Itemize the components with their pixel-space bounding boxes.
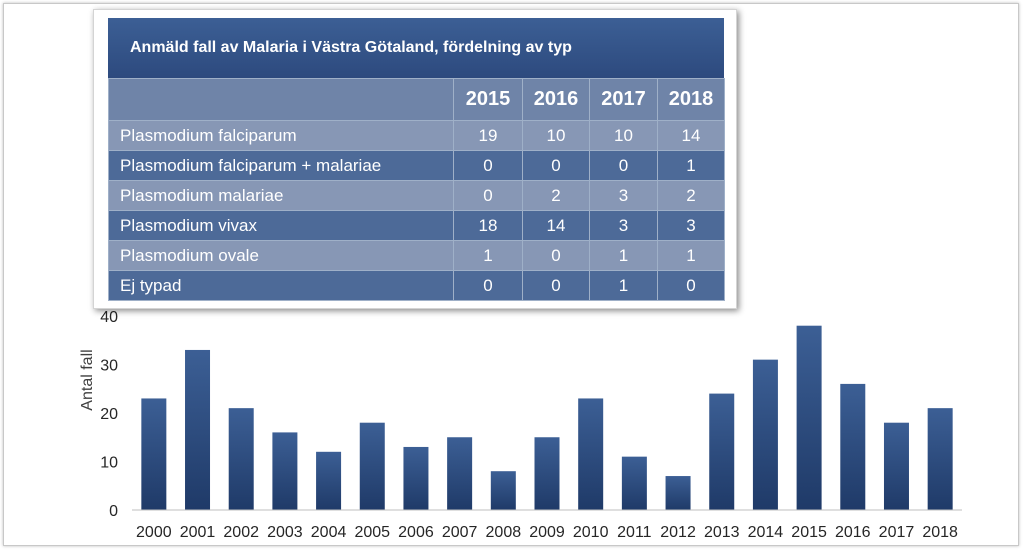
x-tick-label: 2005 — [354, 524, 390, 541]
table-row: Plasmodium falciparum + malariae 0 0 0 1 — [108, 150, 725, 181]
y-axis: 0 10 20 30 40 — [100, 309, 118, 520]
y-tick-label: 30 — [100, 358, 118, 375]
table-row: Plasmodium vivax 18 14 3 3 — [108, 210, 725, 241]
bar-2006 — [403, 446, 429, 510]
cell-value: 1 — [589, 270, 658, 301]
cell-value: 1 — [657, 150, 725, 181]
bar-2009 — [534, 437, 560, 510]
cell-value: 18 — [453, 210, 523, 241]
cell-value: 3 — [589, 210, 658, 241]
bar-2013 — [709, 393, 735, 510]
x-tick-label: 2008 — [486, 524, 522, 541]
x-tick-label: 2006 — [398, 524, 434, 541]
bar-2017 — [883, 422, 909, 510]
bar-2018 — [927, 408, 953, 510]
header-blank — [108, 78, 454, 121]
x-tick-label: 2001 — [180, 524, 216, 541]
cell-value: 0 — [453, 150, 523, 181]
x-tick-label: 2003 — [267, 524, 303, 541]
cell-value: 14 — [657, 120, 725, 151]
cell-value: 10 — [522, 120, 590, 151]
x-tick-label: 2013 — [704, 524, 740, 541]
header-year: 2018 — [657, 78, 725, 121]
row-name: Plasmodium falciparum — [108, 120, 454, 151]
x-tick-label: 2012 — [660, 524, 696, 541]
bar-2011 — [621, 456, 647, 510]
cell-value: 1 — [453, 240, 523, 271]
bar-2016 — [840, 383, 866, 510]
cell-value: 0 — [657, 270, 725, 301]
x-tick-label: 2014 — [748, 524, 784, 541]
row-name: Plasmodium falciparum + malariae — [108, 150, 454, 181]
y-tick-label: 20 — [100, 406, 118, 423]
table-row: Plasmodium ovale 1 0 1 1 — [108, 240, 725, 271]
cell-value: 2 — [522, 180, 590, 211]
figure-frame — [3, 3, 1019, 546]
x-tick-label: 2010 — [573, 524, 609, 541]
y-tick-label: 10 — [100, 455, 118, 472]
bar-2010 — [578, 398, 604, 510]
cell-value: 0 — [522, 270, 590, 301]
cell-value: 10 — [589, 120, 658, 151]
row-name: Plasmodium malariae — [108, 180, 454, 211]
cell-value: 3 — [657, 210, 725, 241]
type-distribution-table: 2015 2016 2017 2018 Plasmodium falciparu… — [108, 78, 725, 301]
x-axis: 2000 2001 2002 2003 2004 2005 2006 2007 2008 2009… — [136, 524, 958, 541]
cell-value: 0 — [522, 150, 590, 181]
bar-2002 — [228, 408, 254, 510]
cell-value: 14 — [522, 210, 590, 241]
table-row: Plasmodium falciparum 19 10 10 14 — [108, 120, 725, 151]
bar-2000 — [141, 398, 167, 510]
x-tick-label: 2017 — [879, 524, 915, 541]
cell-value: 2 — [657, 180, 725, 211]
x-tick-label: 2000 — [136, 524, 172, 541]
y-axis-label: Antal fall — [79, 349, 96, 410]
cell-value: 19 — [453, 120, 523, 151]
y-tick-label: 40 — [100, 309, 118, 326]
bar-2001 — [185, 349, 211, 510]
x-tick-label: 2007 — [442, 524, 478, 541]
header-year: 2016 — [522, 78, 590, 121]
bar-2014 — [752, 359, 778, 510]
x-tick-label: 2016 — [835, 524, 871, 541]
x-tick-label: 2002 — [223, 524, 259, 541]
row-name: Plasmodium ovale — [108, 240, 454, 271]
cell-value: 1 — [657, 240, 725, 271]
cell-value: 0 — [522, 240, 590, 271]
cell-value: 0 — [453, 180, 523, 211]
bar-2015 — [796, 325, 822, 510]
row-name: Plasmodium vivax — [108, 210, 454, 241]
x-tick-label: 2009 — [529, 524, 565, 541]
x-tick-label: 2015 — [791, 524, 827, 541]
table-title: Anmäld fall av Malaria i Västra Götaland… — [108, 18, 724, 78]
cell-value: 1 — [589, 240, 658, 271]
table-row: Plasmodium malariae 0 2 3 2 — [108, 180, 725, 211]
header-year: 2015 — [453, 78, 523, 121]
bars — [141, 325, 953, 510]
x-tick-label: 2004 — [311, 524, 347, 541]
y-tick-label: 0 — [109, 503, 118, 520]
table-row: Ej typad 0 0 1 0 — [108, 270, 725, 301]
bar-2005 — [359, 422, 385, 510]
row-name: Ej typad — [108, 270, 454, 301]
cell-value: 3 — [589, 180, 658, 211]
bar-2007 — [447, 437, 473, 510]
cell-value: 0 — [453, 270, 523, 301]
header-year: 2017 — [589, 78, 658, 121]
bar-2004 — [316, 451, 342, 510]
cell-value: 0 — [589, 150, 658, 181]
x-tick-label: 2011 — [617, 524, 652, 541]
bar-2003 — [272, 432, 298, 510]
table-header-row: 2015 2016 2017 2018 — [108, 78, 725, 121]
x-tick-label: 2018 — [922, 524, 958, 541]
bar-2012 — [665, 476, 691, 510]
bar-2008 — [490, 471, 516, 510]
